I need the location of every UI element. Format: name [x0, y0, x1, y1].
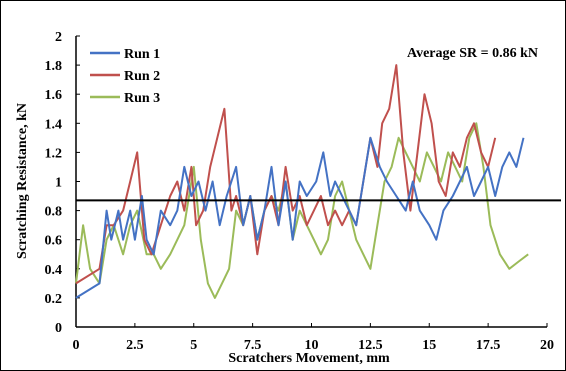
- x-tick-label: 5: [190, 338, 197, 353]
- x-tick-label: 10: [305, 338, 319, 353]
- y-tick-label: 0: [55, 321, 62, 336]
- legend-label: Run 3: [124, 91, 160, 106]
- y-tick-label: 1: [55, 176, 62, 191]
- x-tick-label: 7.5: [244, 338, 262, 353]
- y-tick-label: 1.2: [45, 146, 63, 161]
- x-tick-label: 0: [73, 338, 80, 353]
- y-tick-label: 0.4: [45, 263, 63, 278]
- y-tick-label: 0.2: [45, 292, 63, 307]
- legend-label: Run 1: [124, 47, 160, 62]
- average-annotation: Average SR = 0.86 kN: [407, 46, 538, 61]
- y-axis-title: Scratching Resistance, kN: [15, 103, 30, 259]
- x-tick-label: 2.5: [126, 338, 144, 353]
- x-tick-label: 12.5: [358, 338, 383, 353]
- x-axis-ticks: 0 2.5 5 7.5 10 12.5 15 17.5 20: [73, 323, 554, 353]
- y-tick-label: 2: [55, 30, 62, 45]
- x-axis-title: Scratchers Movement, mm: [228, 351, 390, 366]
- y-tick-label: 1.4: [45, 117, 63, 132]
- series-line-run-1: [75, 136, 525, 299]
- series-layer: [75, 64, 529, 299]
- x-tick-label: 20: [540, 338, 554, 353]
- series-line-run-3: [75, 122, 529, 299]
- y-tick-label: 0.8: [45, 205, 63, 220]
- y-tick-label: 0.6: [45, 234, 63, 249]
- legend: Run 1 Run 2 Run 3: [90, 47, 160, 106]
- legend-label: Run 2: [124, 69, 160, 84]
- x-tick-label: 17.5: [476, 338, 501, 353]
- x-tick-label: 15: [422, 338, 436, 353]
- y-tick-label: 1.8: [45, 59, 63, 74]
- y-tick-label: 1.6: [45, 88, 63, 103]
- y-axis-ticks: 0 0.2 0.4 0.6 0.8 1 1.2 1.4 1.6 1.8 2: [45, 30, 80, 336]
